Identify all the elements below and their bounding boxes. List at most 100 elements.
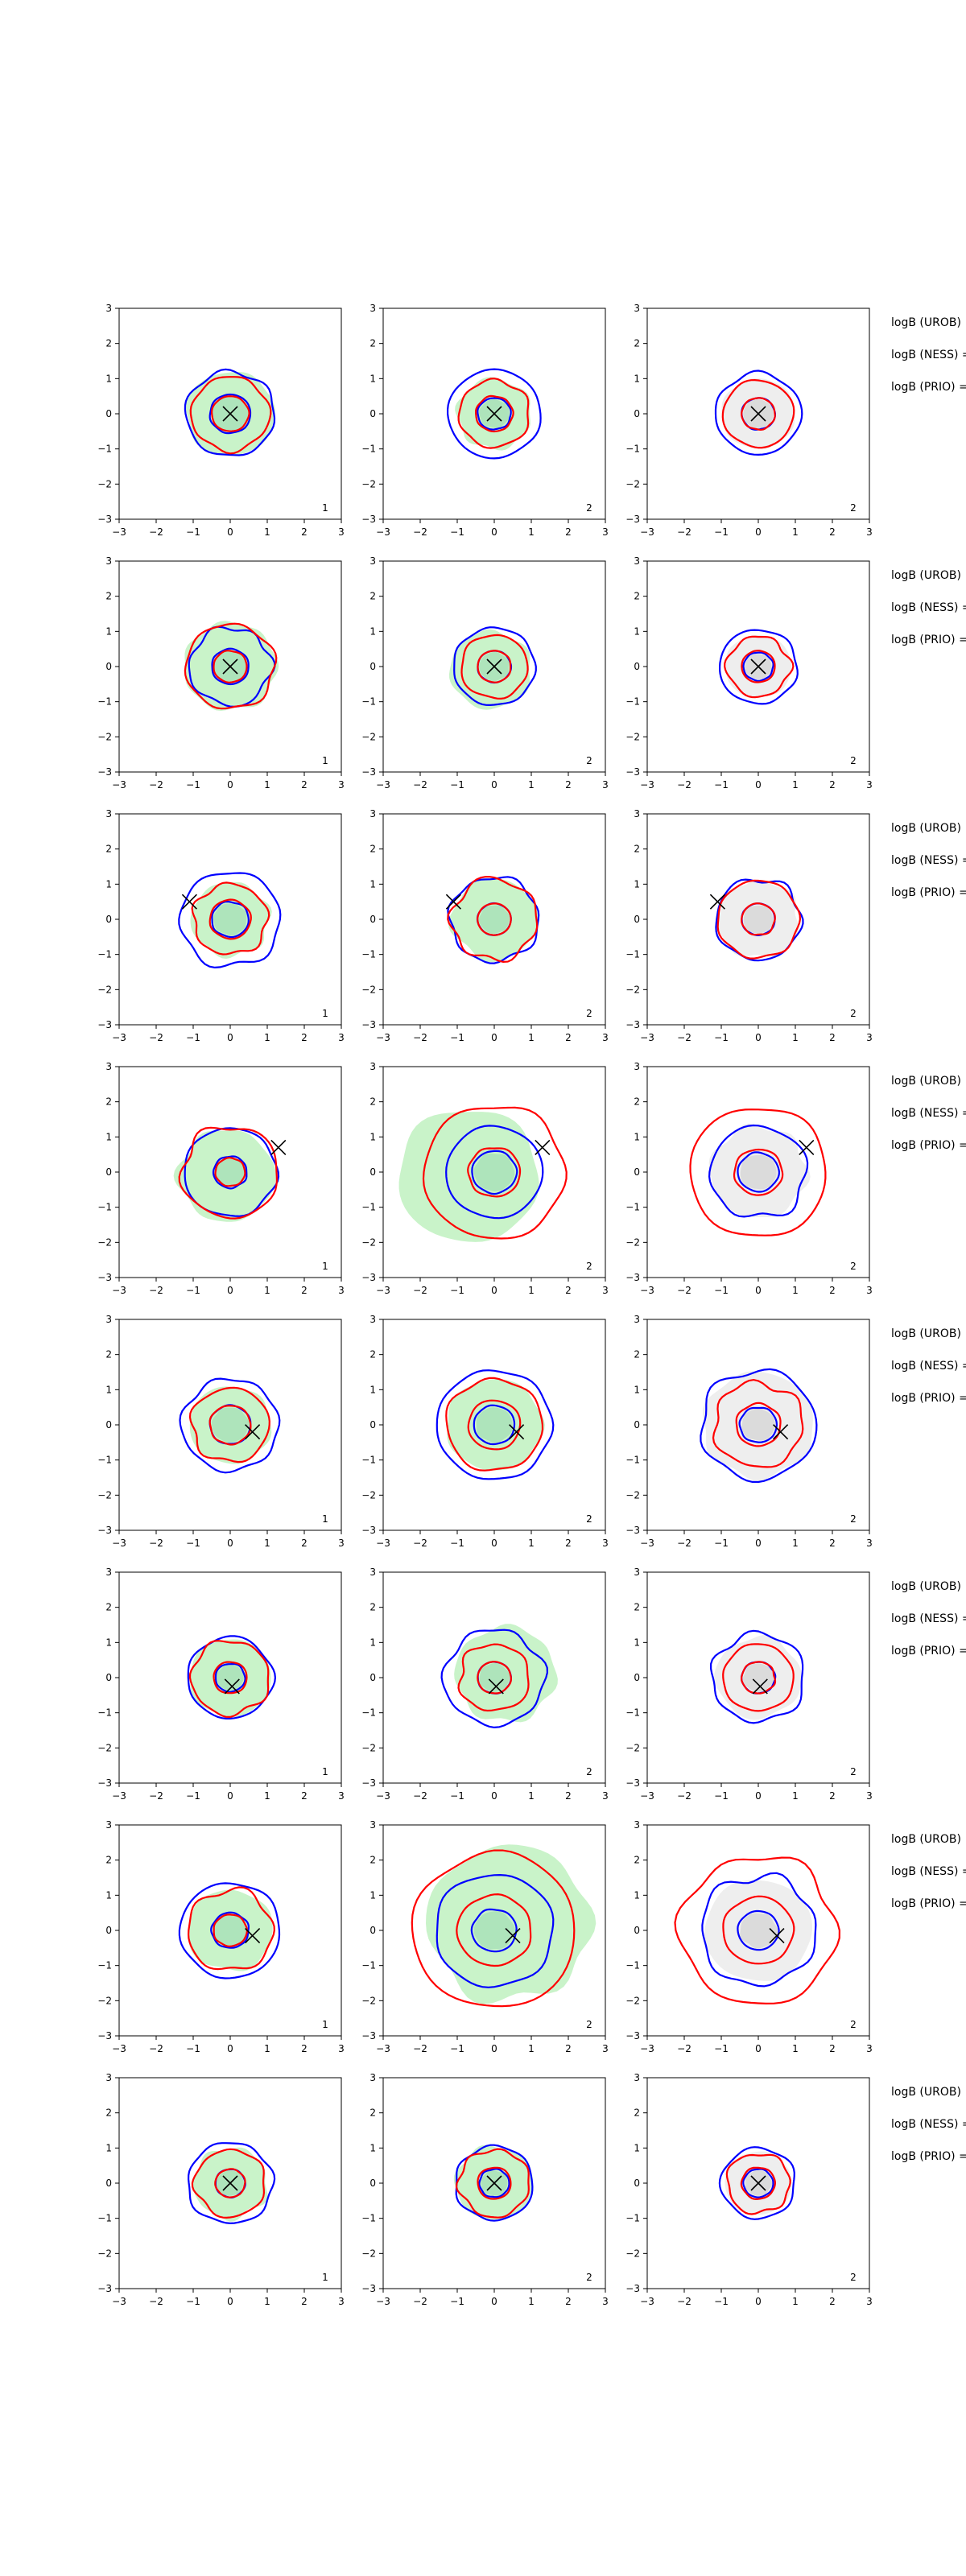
y-tick-label: −2 [97, 1742, 112, 1753]
y-tick-label: 3 [105, 303, 112, 314]
y-tick-label: −1 [625, 1707, 640, 1719]
y-tick-label: 1 [369, 1889, 376, 1901]
y-tick-label: −3 [625, 1525, 640, 1536]
panel-r3-c1: −3−3 −2 −2 −1 −1 0 0 1 1 2 2 3 3 1 [97, 808, 345, 1043]
density-fill-inner [211, 1407, 250, 1443]
panel-r7-c2: −3−3 −2 −2 −1 −1 0 0 1 1 2 2 3 3 2 [361, 1819, 609, 2054]
y-tick-label: −3 [361, 1019, 376, 1030]
y-tick-label: −1 [361, 1455, 376, 1466]
y-tick-label: −2 [361, 731, 376, 742]
red-contour-2 [712, 1378, 804, 1468]
x-tick-label: 1 [792, 779, 799, 791]
y-tick-label: 2 [634, 1602, 640, 1613]
red-contour-1 [741, 902, 776, 936]
panel-plot-area [709, 878, 804, 962]
blue-contour-2 [701, 1872, 817, 1988]
x-tick-label: 1 [792, 1538, 799, 1549]
panel-corner-label: 2 [586, 2019, 592, 2030]
x-tick-label: −1 [186, 2296, 200, 2307]
x-tick-label: −1 [714, 526, 729, 538]
panel-plot-area [184, 621, 279, 711]
x-tick-label: −2 [677, 779, 691, 791]
density-fill-inner [479, 1662, 510, 1693]
y-tick-label: 1 [369, 1384, 376, 1395]
y-tick-label: −2 [97, 1236, 112, 1248]
x-tick-label: −1 [450, 1285, 464, 1296]
x-tick-label: 2 [829, 1790, 836, 1802]
red-contour-1 [213, 1913, 249, 1948]
red-contour-2 [724, 635, 795, 699]
x-tick-label: 0 [491, 779, 497, 791]
x-tick-label: 0 [227, 1790, 233, 1802]
x-tick-label: 0 [227, 2043, 233, 2054]
logb-label-row1-3: logB (PRIO) = [891, 381, 966, 394]
true-value-marker [509, 1424, 525, 1440]
x-tick-label: −3 [112, 1285, 126, 1296]
density-fill-inner [213, 903, 247, 936]
red-contour-2 [722, 1643, 795, 1712]
blue-contour-2 [447, 876, 540, 964]
blue-contour-2 [708, 1124, 809, 1218]
y-tick-label: 1 [369, 373, 376, 384]
true-value-marker [445, 894, 461, 910]
y-tick-label: 0 [634, 408, 640, 419]
x-tick-label: 3 [866, 1285, 873, 1296]
x-tick-label: 3 [866, 2296, 873, 2307]
panel-corner-label: 1 [322, 1766, 328, 1777]
red-contour-1 [477, 650, 512, 683]
y-tick-label: −3 [97, 2030, 112, 2041]
panel-corner-label: 2 [586, 1766, 592, 1777]
y-tick-label: −1 [625, 696, 640, 708]
y-tick-label: −1 [97, 949, 112, 960]
y-tick-label: 2 [634, 2107, 640, 2119]
y-tick-label: 2 [634, 1855, 640, 1866]
y-tick-label: 0 [105, 914, 112, 925]
y-tick-label: −2 [361, 2248, 376, 2259]
x-tick-label: 0 [227, 779, 233, 791]
y-tick-label: −1 [361, 949, 376, 960]
panel-corner-label: 2 [850, 1008, 857, 1019]
y-tick-label: −2 [625, 984, 640, 995]
y-tick-label: 1 [634, 878, 640, 890]
y-tick-label: −1 [361, 444, 376, 455]
true-value-marker [222, 406, 238, 422]
true-value-marker [709, 894, 725, 910]
x-tick-label: −3 [112, 1538, 126, 1549]
density-fill-inner [478, 905, 510, 934]
x-tick-label: 3 [338, 2043, 345, 2054]
panel-plot-area [453, 2144, 534, 2222]
logb-label-row4-2: logB (NESS) = [891, 1107, 966, 1120]
x-tick-label: 1 [528, 2043, 535, 2054]
red-contour-2 [191, 881, 270, 956]
x-tick-label: −2 [149, 1285, 163, 1296]
x-tick-label: 3 [866, 779, 873, 791]
side-labels: logB (UROB) logB (NESS) = logB (PRIO) = log… [891, 316, 966, 2163]
x-tick-label: −1 [186, 1790, 200, 1802]
blue-contour-2 [184, 368, 276, 456]
x-tick-label: −1 [714, 1032, 729, 1043]
panel-corner-label: 2 [586, 1513, 592, 1525]
y-tick-label: 3 [634, 1314, 640, 1325]
y-tick-label: 1 [634, 1131, 640, 1142]
red-contour-1 [210, 395, 250, 432]
y-tick-label: 0 [105, 1166, 112, 1178]
blue-contour-1 [478, 2168, 510, 2198]
true-value-marker [486, 658, 502, 675]
x-tick-label: 3 [866, 2043, 873, 2054]
x-tick-label: −2 [413, 2296, 427, 2307]
y-tick-label: −2 [625, 1236, 640, 1248]
y-tick-label: 3 [369, 1314, 376, 1325]
y-tick-label: 2 [369, 1602, 376, 1613]
panel-r7-c1: −3−3 −2 −2 −1 −1 0 0 1 1 2 2 3 3 1 [97, 1819, 345, 2054]
x-tick-label: 2 [565, 779, 572, 791]
y-tick-label: 3 [105, 555, 112, 567]
true-value-marker [773, 1424, 789, 1440]
x-tick-label: 1 [528, 1538, 535, 1549]
density-fill-inner [217, 1665, 244, 1690]
panel-r8-c2: −3−3 −2 −2 −1 −1 0 0 1 1 2 2 3 3 2 [361, 2072, 609, 2307]
x-tick-label: 1 [528, 1032, 535, 1043]
y-tick-label: −3 [625, 2283, 640, 2294]
x-tick-label: 0 [755, 526, 762, 538]
x-tick-label: 0 [491, 1538, 497, 1549]
